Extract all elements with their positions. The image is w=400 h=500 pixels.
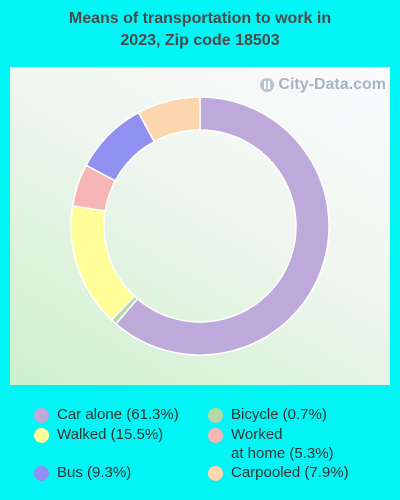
legend-label: Carpooled (7.9%) [231,464,349,481]
chart-title-line-1: Means of transportation to work in [68,10,332,27]
city-data-logo-icon [260,78,275,92]
watermark: City-Data.com [260,76,386,94]
legend-swatch [34,408,49,423]
legend: Car alone (61.3%) Bicycle (0.7%) Walked (1… [0,400,400,490]
legend-label: Bicycle (0.7%) [231,406,327,423]
legend-item-carpooled: Carpooled (7.9%) [208,463,349,482]
donut-slice-carpooled [137,96,201,143]
donut-slice-car-alone [114,96,330,356]
legend-swatch [208,408,223,423]
legend-swatch [34,428,49,443]
legend-label: Bus (9.3%) [57,464,132,481]
legend-item-walked: Walked (15.5%) [34,425,163,444]
legend-label: Walked (15.5%) [57,426,164,443]
watermark-text: City-Data.com [278,76,386,93]
legend-label: Worked at home (5.3%) [231,426,334,462]
legend-swatch [208,428,223,443]
legend-item-worked-at-home: Worked at home (5.3%) [208,425,334,463]
donut-slice-walked [70,204,136,322]
legend-item-bus: Bus (9.3%) [34,463,131,482]
legend-label: Car alone (61.3%) [57,406,179,423]
legend-item-car-alone: Car alone (61.3%) [34,405,179,424]
legend-swatch [208,466,223,481]
chart-title-line-2: 2023, Zip code 18503 [120,32,280,49]
chart-title: Means of transportation to work in 2023,… [0,8,400,52]
legend-item-bicycle: Bicycle (0.7%) [208,405,327,424]
legend-swatch [34,466,49,481]
